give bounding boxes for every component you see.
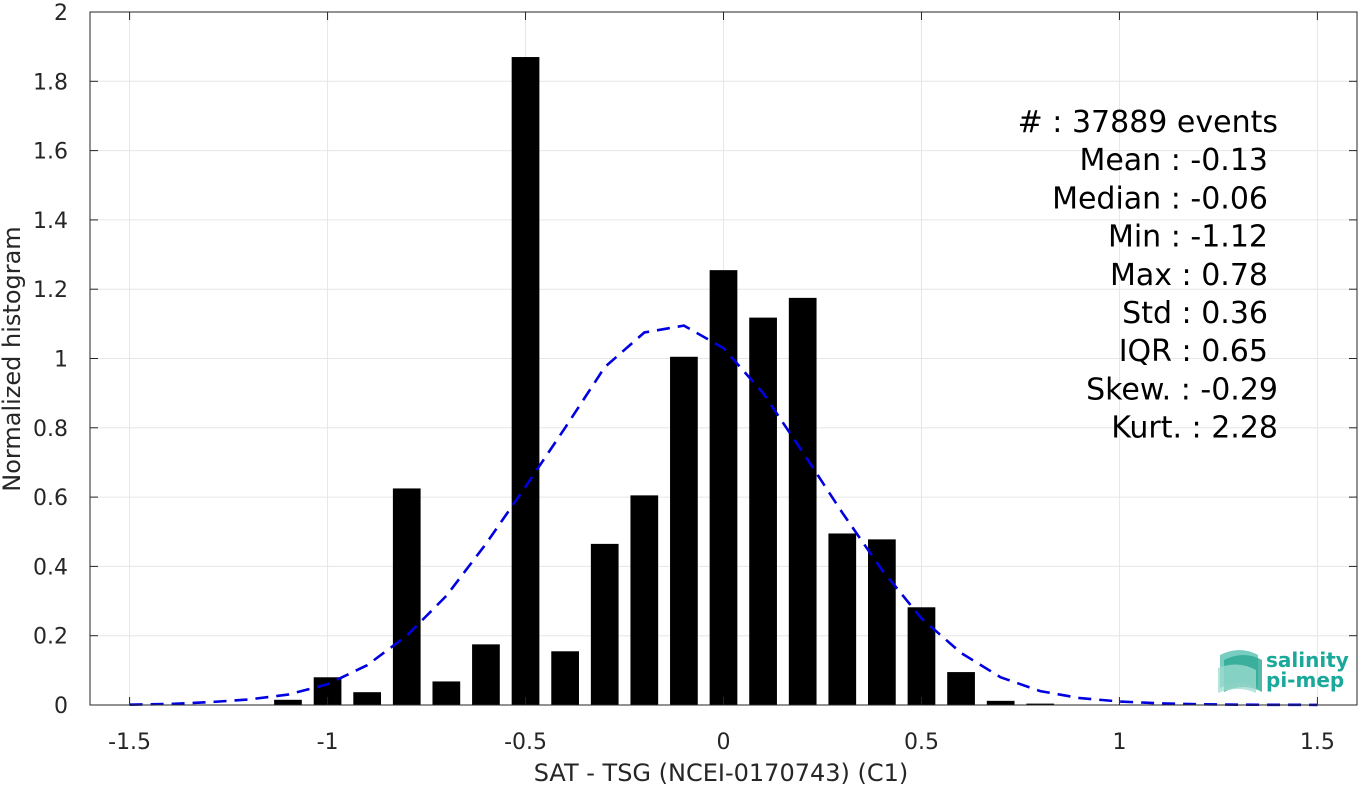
y-tick-label-5: 1 — [54, 348, 68, 373]
bar-17 — [947, 672, 975, 705]
y-tick-label-1: 0.2 — [33, 625, 68, 650]
y-tick-label-0: 0 — [54, 694, 68, 719]
x-tick-label-4: 0.5 — [904, 730, 939, 755]
axis-ticks — [90, 11, 1357, 706]
logo-waves-icon — [1218, 650, 1262, 693]
y-tick-label-9: 1.8 — [33, 70, 68, 95]
stat-line-6: IQR : 0.65 — [1119, 334, 1268, 369]
x-tick-label-3: 0 — [717, 730, 731, 755]
logo-line1: salinity — [1266, 648, 1349, 672]
bars-group — [274, 57, 1055, 706]
stat-line-7: Skew. : -0.29 — [1086, 372, 1278, 407]
bar-10 — [670, 356, 698, 705]
bar-13 — [788, 297, 817, 705]
stat-line-1: Mean : -0.13 — [1079, 143, 1268, 178]
bar-9 — [630, 495, 659, 705]
x-axis-label: SAT - TSG (NCEI-0170743) (C1) — [534, 759, 909, 785]
x-tick-label-2: -0.5 — [504, 730, 547, 755]
salinity-pi-mep-logo: salinity pi-mep — [1218, 648, 1349, 693]
y-tick-label-3: 0.6 — [33, 486, 68, 511]
bar-18 — [986, 700, 1015, 705]
stat-line-8: Kurt. : 2.28 — [1111, 411, 1278, 446]
bar-11 — [709, 270, 738, 705]
stat-line-2: Median : -0.06 — [1052, 181, 1268, 216]
bar-14 — [828, 533, 857, 705]
stat-line-5: Std : 0.36 — [1122, 296, 1268, 331]
y-tick-label-10: 2 — [54, 1, 68, 26]
bar-2 — [353, 692, 382, 705]
bar-7 — [551, 651, 579, 705]
bar-15 — [868, 539, 896, 705]
y-tick-label-2: 0.4 — [33, 555, 68, 580]
x-tick-label-0: -1.5 — [108, 730, 151, 755]
bar-8 — [590, 543, 619, 705]
bar-4 — [432, 681, 461, 705]
logo-line2: pi-mep — [1266, 668, 1344, 692]
x-tick-label-1: -1 — [317, 730, 339, 755]
y-tick-label-6: 1.2 — [33, 278, 68, 303]
x-tick-labels: -1.5 -1 -0.5 0 0.5 1 1.5 — [108, 730, 1335, 755]
bar-12 — [749, 317, 777, 705]
bar-3 — [392, 488, 421, 705]
stat-line-4: Max : 0.78 — [1110, 258, 1268, 293]
stat-line-0: # : 37889 events — [1018, 105, 1278, 140]
y-tick-label-8: 1.6 — [33, 140, 68, 165]
bar-6 — [511, 57, 540, 706]
y-tick-labels: 0 0.2 0.4 0.6 0.8 1 1.2 1.4 1.6 1.8 2 — [33, 1, 68, 719]
bar-0 — [274, 699, 302, 705]
fit-curve-line — [129, 324, 1318, 707]
stat-line-3: Min : -1.12 — [1108, 220, 1268, 255]
bar-5 — [472, 644, 500, 705]
y-tick-label-4: 0.8 — [33, 417, 68, 442]
y-axis-label: Normalized histogram — [0, 226, 26, 491]
bar-16 — [907, 607, 936, 705]
bar-19 — [1026, 703, 1055, 705]
y-tick-label-7: 1.4 — [33, 209, 68, 234]
x-tick-label-6: 1.5 — [1300, 730, 1335, 755]
x-tick-label-5: 1 — [1112, 730, 1126, 755]
